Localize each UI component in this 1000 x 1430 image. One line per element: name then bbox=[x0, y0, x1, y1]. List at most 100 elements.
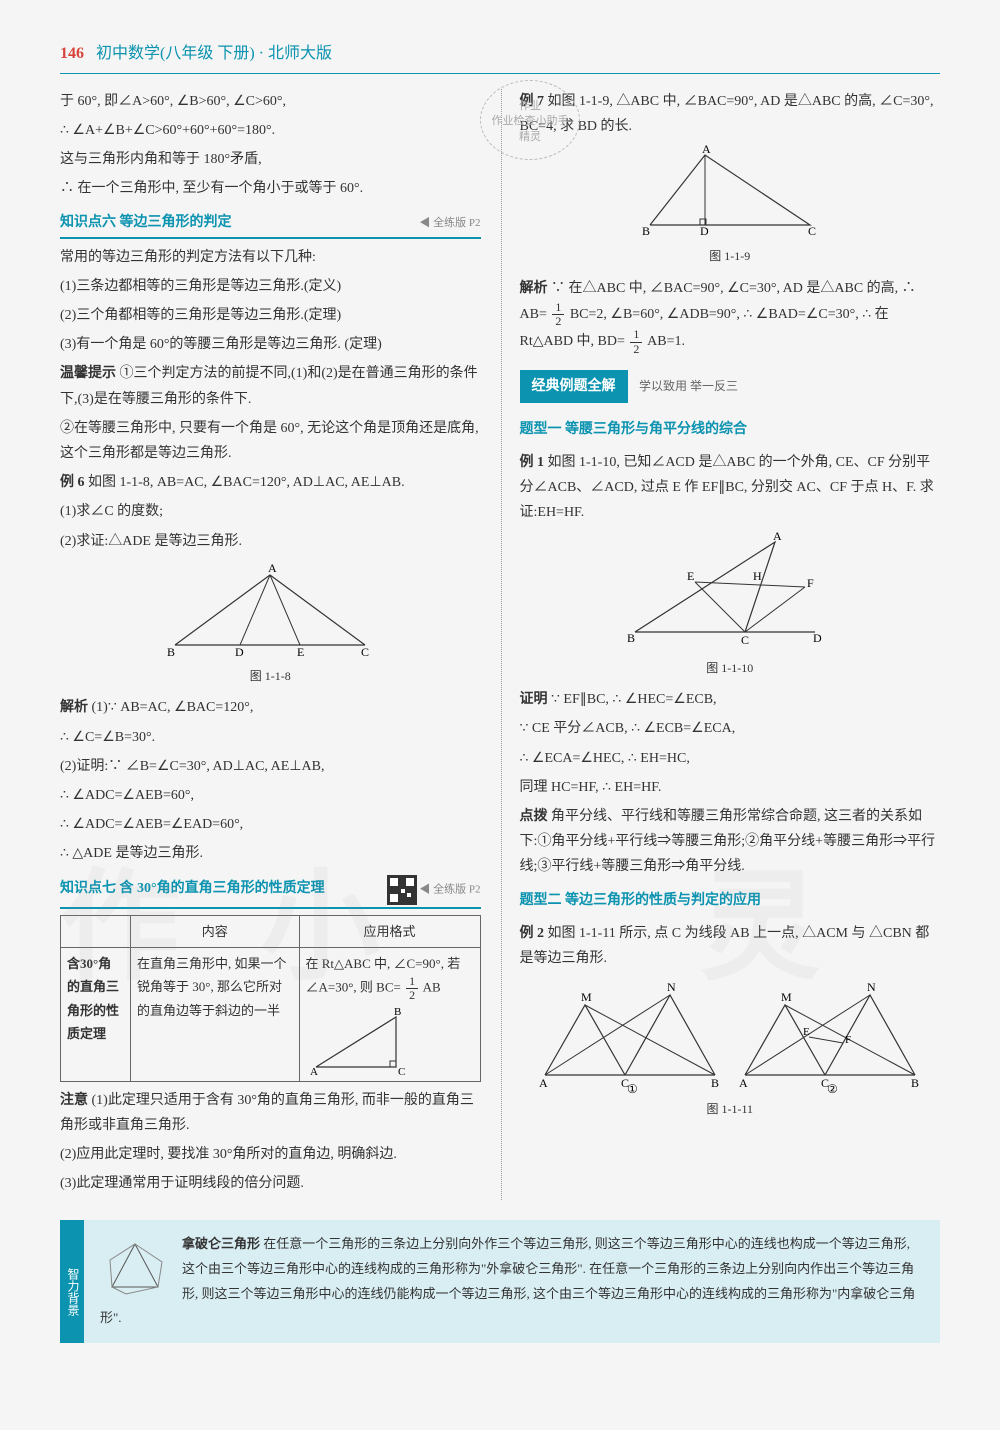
napoleon-triangle-diagram bbox=[100, 1232, 170, 1302]
body-text: (2)求证:△ADE 是等边三角形. bbox=[60, 529, 481, 554]
svg-text:A: A bbox=[310, 1066, 318, 1077]
svg-text:B: B bbox=[911, 1076, 919, 1090]
svg-text:N: N bbox=[667, 980, 676, 994]
table-row-label: 含30°角的直角三角形的性质定理 bbox=[61, 947, 131, 1081]
body-text: 这与三角形内角和等于 180°矛盾, bbox=[60, 147, 481, 172]
svg-text:B: B bbox=[394, 1007, 401, 1018]
svg-text:A: A bbox=[739, 1076, 748, 1090]
right-column: 例 7 如图 1-1-9, △ABC 中, ∠BAC=90°, AD 是△ABC… bbox=[501, 89, 941, 1201]
tip-paragraph: 温馨提示 ①三个判定方法的前提不同,(1)和(2)是在普通三角形的条件下,(3)… bbox=[60, 361, 481, 411]
point-paragraph: 点拨 角平分线、平行线和等腰三角形常综合命题, 这三者的关系如下:①角平分线+平… bbox=[520, 804, 941, 880]
figure-1-1-11-right: M N E F A C B ② bbox=[735, 975, 925, 1095]
watermark-stamp: 作业 作业检查小助手 精灵 bbox=[480, 80, 580, 160]
knowledge-point-7-title: 知识点七 含 30°角的直角三角形的性质定理 ◀ 全练版 P2 bbox=[60, 875, 481, 909]
body-text: (1)三条边都相等的三角形是等边三角形.(定义) bbox=[60, 274, 481, 299]
topic-1-title: 题型一 等腰三角形与角平分线的综合 bbox=[520, 417, 941, 442]
svg-text:M: M bbox=[581, 990, 592, 1004]
svg-text:C: C bbox=[808, 224, 816, 238]
figure-caption: 图 1-1-9 bbox=[520, 246, 941, 268]
point-label: 点拨 bbox=[520, 809, 548, 824]
proof-paragraph: 证明 ∵ EF∥BC, ∴ ∠HEC=∠ECB, bbox=[520, 687, 941, 712]
svg-text:B: B bbox=[167, 645, 175, 659]
svg-text:H: H bbox=[753, 569, 762, 583]
example-6: 例 6 如图 1-1-8, AB=AC, ∠BAC=120°, AD⊥AC, A… bbox=[60, 470, 481, 495]
body-text: ∴ ∠ADC=∠AEB=∠EAD=60°, bbox=[60, 812, 481, 837]
svg-text:B: B bbox=[711, 1076, 719, 1090]
footer-knowledge-box: 智力背景 拿破仑三角形 在任意一个三角形的三条边上分别向外作三个等边三角形, 则… bbox=[60, 1220, 940, 1343]
svg-text:N: N bbox=[867, 980, 876, 994]
analysis-paragraph: 解析 (1)∵ AB=AC, ∠BAC=120°, bbox=[60, 695, 481, 720]
body-text: ②在等腰三角形中, 只要有一个角是 60°, 无论这个角是顶角还是底角, 这个三… bbox=[60, 416, 481, 466]
svg-text:A: A bbox=[773, 532, 782, 543]
svg-text:C: C bbox=[398, 1066, 405, 1077]
figure-1-1-11-left: M N A C B ① bbox=[535, 975, 725, 1095]
body-text: (2)三个角都相等的三角形是等边三角形.(定理) bbox=[60, 303, 481, 328]
footer-title: 拿破仑三角形 bbox=[182, 1236, 260, 1251]
left-column: 于 60°, 即∠A>60°, ∠B>60°, ∠C>60°, ∴ ∠A+∠B+… bbox=[60, 89, 481, 1201]
example-1: 例 1 如图 1-1-10, 已知∠ACD 是△ABC 的一个外角, CE、CF… bbox=[520, 450, 941, 526]
proof-label: 证明 bbox=[520, 692, 548, 707]
body-text: ∴ ∠C=∠B=30°. bbox=[60, 725, 481, 750]
svg-text:C: C bbox=[741, 633, 749, 647]
body-text: ∵ CE 平分∠ACB, ∴ ∠ECB=∠ECA, bbox=[520, 716, 941, 741]
svg-text:A: A bbox=[702, 145, 711, 156]
svg-text:F: F bbox=[807, 576, 814, 590]
example-label: 例 1 bbox=[520, 455, 545, 470]
body-text: ∴ △ADE 是等边三角形. bbox=[60, 841, 481, 866]
figure-caption: 图 1-1-10 bbox=[520, 658, 941, 680]
topic-2-title: 题型二 等边三角形的性质与判定的应用 bbox=[520, 888, 941, 913]
qr-code-icon bbox=[387, 875, 417, 905]
svg-text:A: A bbox=[268, 561, 277, 575]
table-triangle-diagram: A B C bbox=[306, 1007, 416, 1077]
footer-tab-label: 智力背景 bbox=[60, 1220, 84, 1343]
svg-text:A: A bbox=[539, 1076, 548, 1090]
body-text: 于 60°, 即∠A>60°, ∠B>60°, ∠C>60°, bbox=[60, 89, 481, 114]
svg-text:C: C bbox=[361, 645, 369, 659]
body-text: (2)应用此定理时, 要找准 30°角所对的直角边, 明确斜边. bbox=[60, 1142, 481, 1167]
figure-1-1-9: A B D C bbox=[630, 145, 830, 240]
note-paragraph: 注意 (1)此定理只适用于含有 30°角的直角三角形, 而非一般的直角三角形或非… bbox=[60, 1088, 481, 1138]
table-header: 内容 bbox=[131, 915, 300, 947]
figure-1-1-8: A B D E C bbox=[155, 560, 385, 660]
body-text: ∴ ∠A+∠B+∠C>60°+60°+60°=180°. bbox=[60, 118, 481, 143]
figure-caption: 图 1-1-11 bbox=[520, 1099, 941, 1121]
svg-text:D: D bbox=[813, 631, 822, 645]
body-text: (1)求∠C 的度数; bbox=[60, 499, 481, 524]
svg-text:E: E bbox=[803, 1026, 810, 1038]
svg-text:M: M bbox=[781, 990, 792, 1004]
body-text: 常用的等边三角形的判定方法有以下几种: bbox=[60, 245, 481, 270]
table-cell: 在直角三角形中, 如果一个锐角等于 30°, 那么它所对的直角边等于斜边的一半 bbox=[131, 947, 300, 1081]
note-label: 注意 bbox=[60, 1093, 88, 1108]
page-header: 146 初中数学(八年级 下册) · 北师大版 bbox=[60, 40, 940, 74]
svg-text:②: ② bbox=[827, 1082, 838, 1095]
figure-1-1-11-group: M N A C B ① M N E F A C B ② bbox=[520, 975, 941, 1095]
analysis-paragraph: 解析 ∵ 在△ABC 中, ∠BAC=90°, ∠C=30°, AD 是△ABC… bbox=[520, 276, 941, 356]
svg-text:D: D bbox=[235, 645, 244, 659]
example-2: 例 2 如图 1-1-11 所示, 点 C 为线段 AB 上一点, △ACM 与… bbox=[520, 921, 941, 971]
table-header bbox=[61, 915, 131, 947]
figure-caption: 图 1-1-8 bbox=[60, 666, 481, 688]
page-number: 146 bbox=[60, 45, 84, 62]
example-label: 例 2 bbox=[520, 926, 545, 941]
tip-label: 温馨提示 bbox=[60, 366, 116, 381]
body-text: (3)有一个角是 60°的等腰三角形是等边三角形. (定理) bbox=[60, 332, 481, 357]
analysis-label: 解析 bbox=[60, 700, 88, 715]
body-text: ∴ ∠ADC=∠AEB=60°, bbox=[60, 783, 481, 808]
svg-text:B: B bbox=[642, 224, 650, 238]
table-header: 应用格式 bbox=[299, 915, 480, 947]
theorem-table: 内容 应用格式 含30°角的直角三角形的性质定理 在直角三角形中, 如果一个锐角… bbox=[60, 915, 481, 1082]
figure-1-1-10: A E H F B C D bbox=[615, 532, 845, 652]
example-7: 例 7 如图 1-1-9, △ABC 中, ∠BAC=90°, AD 是△ABC… bbox=[520, 89, 941, 139]
body-text: (2)证明:∵ ∠B=∠C=30°, AD⊥AC, AE⊥AB, bbox=[60, 754, 481, 779]
svg-text:①: ① bbox=[627, 1082, 638, 1095]
example-label: 例 6 bbox=[60, 475, 85, 490]
knowledge-point-6-title: 知识点六 等边三角形的判定 ◀ 全练版 P2 bbox=[60, 210, 481, 239]
analysis-label: 解析 bbox=[520, 281, 548, 296]
classic-box-label: 经典例题全解 bbox=[520, 370, 628, 403]
svg-text:D: D bbox=[700, 224, 709, 238]
table-cell: 在 Rt△ABC 中, ∠C=90°, 若∠A=30°, 则 BC= 12 AB… bbox=[299, 947, 480, 1081]
svg-text:F: F bbox=[845, 1034, 851, 1046]
svg-text:E: E bbox=[687, 569, 694, 583]
svg-text:E: E bbox=[297, 645, 304, 659]
body-text: (3)此定理通常用于证明线段的倍分问题. bbox=[60, 1171, 481, 1196]
